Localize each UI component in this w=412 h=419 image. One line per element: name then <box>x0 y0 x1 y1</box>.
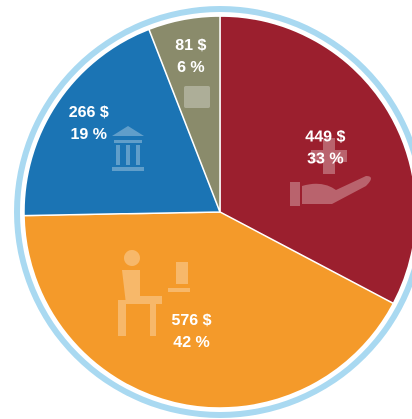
pie-slice <box>23 28 222 217</box>
hand-icon <box>290 176 371 206</box>
pie-slice <box>219 15 412 305</box>
pie-slice <box>23 211 395 409</box>
value-label: 81 $ <box>175 37 206 54</box>
cross-icon <box>311 150 347 162</box>
percent-label: 6 % <box>177 59 205 76</box>
bank-icon <box>112 126 144 171</box>
percent-label: 19 % <box>71 126 107 143</box>
value-label: 449 $ <box>305 129 345 146</box>
percent-label: 33 % <box>307 151 343 168</box>
person-icon <box>124 250 140 266</box>
percent-label: 42 % <box>173 334 209 351</box>
pie-slice <box>147 15 221 213</box>
folder-icon <box>184 86 210 108</box>
value-label: 576 $ <box>172 312 212 329</box>
person-icon <box>118 262 190 336</box>
slices <box>23 15 412 409</box>
cross-icon <box>323 138 335 174</box>
icons <box>112 86 371 336</box>
value-label: 266 $ <box>69 104 109 121</box>
